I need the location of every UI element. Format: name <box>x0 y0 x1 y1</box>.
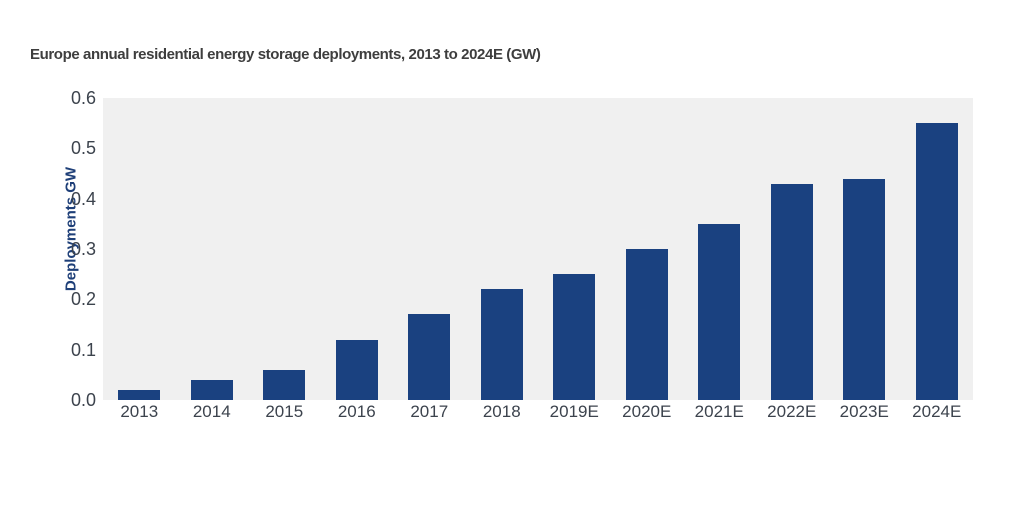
x-tick-label: 2021E <box>694 402 744 421</box>
x-tick-label: 2015 <box>265 402 304 421</box>
x-tick-label: 2018 <box>482 402 521 421</box>
bar-slot <box>683 98 756 400</box>
x-tick-label: 2017 <box>410 402 449 421</box>
bar-2022E <box>770 183 813 400</box>
bar-2014 <box>190 379 233 400</box>
bar-2020E <box>625 249 668 400</box>
bar-2023E <box>843 178 886 400</box>
x-tick-label: 2020E <box>622 402 672 421</box>
x-tick-label: 2014 <box>192 402 231 421</box>
x-tick-label: 2023E <box>839 402 889 421</box>
bar-slot <box>321 98 394 400</box>
y-tick-label: 0.0 <box>70 390 96 410</box>
bar-slot <box>103 98 176 400</box>
bar-2016 <box>335 339 378 400</box>
bar-slot <box>901 98 974 400</box>
y-tick-label: 0.6 <box>70 88 96 108</box>
bar-2021E <box>698 223 741 400</box>
y-axis-title: Deployments GW <box>62 166 80 292</box>
bar-2017 <box>408 314 451 400</box>
bar-slot <box>248 98 321 400</box>
chart-title: Europe annual residential energy storage… <box>30 46 541 63</box>
bar-slot <box>828 98 901 400</box>
x-tick-label: 2016 <box>337 402 376 421</box>
bar-slot <box>538 98 611 400</box>
bar-slot <box>393 98 466 400</box>
bar-2013 <box>118 389 161 400</box>
y-tick-label: 0.1 <box>70 339 96 360</box>
x-tick-label: 2022E <box>767 402 817 421</box>
bar-2024E <box>915 123 958 400</box>
bar-2019E <box>553 274 596 400</box>
bar-slot <box>756 98 829 400</box>
x-tick-label: 2024E <box>912 402 962 421</box>
bar-slot <box>611 98 684 400</box>
x-axis-labels: 2013 2014 2015 2016 2017 2018 2019E 2020E 2021E 2… <box>103 402 973 422</box>
bar-slot <box>176 98 249 400</box>
y-tick-label: 0.4 <box>70 188 96 209</box>
y-tick-label: 0.5 <box>70 138 96 159</box>
bar-slot <box>466 98 539 400</box>
x-tick-label: 2019E <box>549 402 599 421</box>
bar-2018 <box>480 289 523 400</box>
y-tick-label: 0.2 <box>70 289 96 310</box>
y-tick-label: 0.3 <box>70 239 96 259</box>
bar-2015 <box>263 369 306 400</box>
x-tick-label: 2013 <box>120 402 159 421</box>
plot-area <box>103 98 973 400</box>
